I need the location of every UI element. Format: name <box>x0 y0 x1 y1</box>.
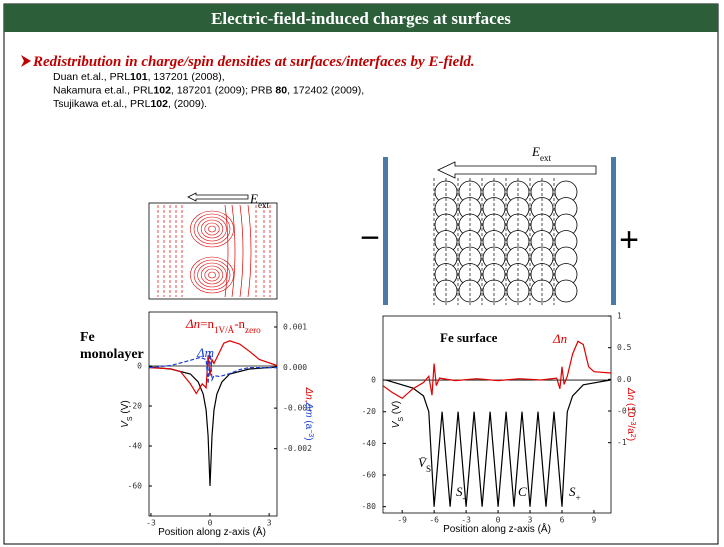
text-run: - <box>463 493 466 503</box>
text-run: ) <box>303 437 314 440</box>
text-run: + <box>576 493 581 503</box>
y2-tick-label: 1 <box>617 312 622 321</box>
text-run: 101 <box>130 71 148 83</box>
x-axis-label: Position along z-axis (Å) <box>443 522 551 535</box>
y-tick-label: 0 <box>371 376 376 385</box>
text-run: -n <box>234 316 245 331</box>
text-run: Δn <box>625 387 636 401</box>
y2-tick-label: 0.0 <box>617 375 632 384</box>
y-tick-label: -60 <box>128 482 143 491</box>
text-run: 102 <box>150 98 168 110</box>
y2-tick-label: 0.000 <box>283 363 307 372</box>
text-run: C <box>518 484 527 499</box>
minus-sign: − <box>360 219 380 257</box>
text-run: Δm <box>303 402 314 418</box>
reference: Tsujikawa et.al., PRL102, (2009). <box>53 98 207 110</box>
y2-tick-label: 0.5 <box>617 343 632 352</box>
x-tick-label: 9 <box>592 516 597 525</box>
x-tick-label: 3 <box>267 519 272 528</box>
text-run: Δn <box>303 386 314 400</box>
x-tick-label: -6 <box>429 516 439 525</box>
annotation: C <box>518 484 527 499</box>
y-tick-label: -60 <box>362 471 377 480</box>
text-run: Fe surface <box>440 330 498 345</box>
atom <box>555 280 577 302</box>
text-run: Duan et.al., PRL <box>53 71 130 83</box>
x-tick-label: -9 <box>397 516 407 525</box>
plus-sign: + <box>619 221 639 259</box>
reference: Duan et.al., PRL101, 137201 (2008), <box>53 71 225 83</box>
y2-axis-label: Δn (10−3/a2) <box>625 387 637 441</box>
minus-plate <box>383 157 388 305</box>
text-run: zero <box>245 325 261 335</box>
text-run: , (2009). <box>168 98 207 110</box>
text-run: −3 <box>308 429 315 437</box>
text-run: (10 <box>625 400 636 418</box>
text-run: , 137201 (2008), <box>148 71 225 83</box>
y-tick-label: -20 <box>362 407 377 416</box>
text-run: Δm <box>196 345 214 360</box>
bullet-text: Redistribution in charge/spin densities … <box>32 54 475 70</box>
text-run: E <box>531 144 540 159</box>
text-run: Δn <box>185 316 200 331</box>
text-run: Δn <box>552 331 567 346</box>
x-tick-label: 6 <box>560 516 565 525</box>
y-tick-label: -40 <box>362 439 377 448</box>
side-label: monolayer <box>80 347 144 362</box>
text-run: ext <box>540 153 552 163</box>
text-run: , 172402 (2009), <box>287 85 364 97</box>
plus-plate <box>611 157 616 305</box>
y-tick-label: -40 <box>128 442 143 451</box>
text-run: (a <box>303 418 314 430</box>
text-run: (V) <box>391 401 402 417</box>
y-tick-label: 0 <box>137 362 142 371</box>
title: Electric-field-induced charges at surfac… <box>211 9 511 28</box>
side-label: Fe <box>80 330 95 345</box>
text-run: E <box>249 191 258 206</box>
y-tick-label: -80 <box>362 502 377 511</box>
text-run: 102 <box>153 85 171 97</box>
text-run: ) <box>625 438 636 441</box>
text-run: (V) <box>120 400 131 416</box>
slide: Electric-field-induced charges at surfac… <box>0 0 724 547</box>
text-run: Tsujikawa et.al., PRL <box>53 98 151 110</box>
y2-tick-label: 0.001 <box>283 323 307 332</box>
text-run: =n <box>200 316 214 331</box>
annotation: Δm <box>196 345 214 360</box>
text-run: Nakamura et.al., PRL <box>53 85 154 97</box>
annotation: Fe surface <box>440 330 498 345</box>
text-run: , 187201 (2009); PRB <box>171 85 275 97</box>
x-axis-label: Position along z-axis (Å) <box>158 525 266 538</box>
text-run: S <box>426 464 431 474</box>
y2-tick-label: -0.002 <box>283 444 312 453</box>
x-tick-label: -3 <box>146 519 156 528</box>
text-run: ext <box>258 200 270 210</box>
text-run: 1V/Å <box>214 325 235 335</box>
annotation: Δn <box>552 331 567 346</box>
contour-map <box>149 203 277 299</box>
text-run: −3 <box>630 417 637 425</box>
text-run: 80 <box>275 85 287 97</box>
reference: Nakamura et.al., PRL102, 187201 (2009); … <box>53 85 364 97</box>
